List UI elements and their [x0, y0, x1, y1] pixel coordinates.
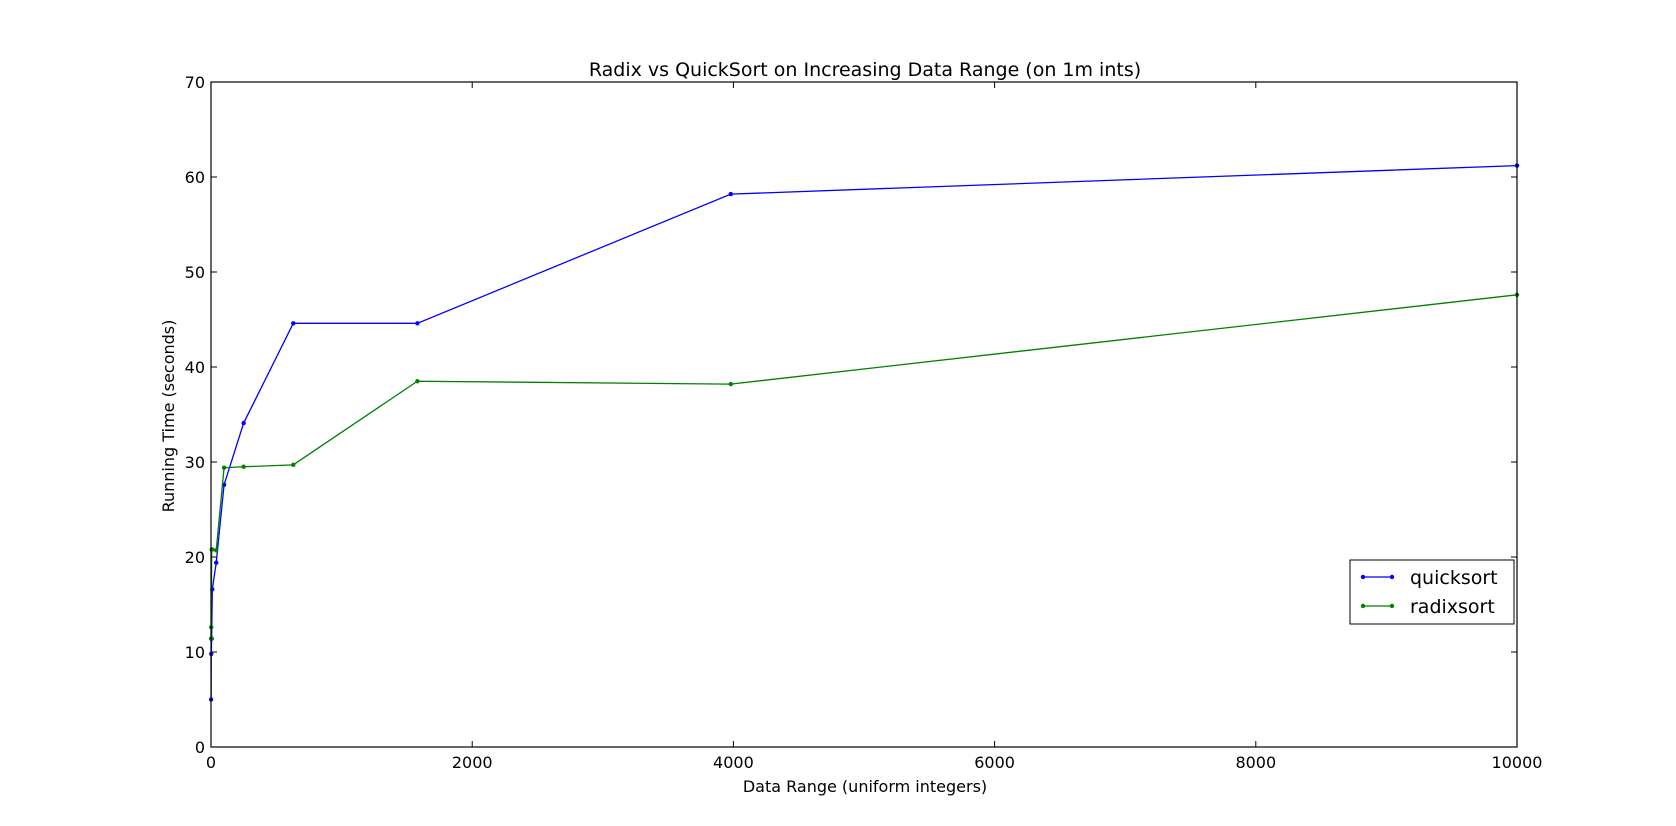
legend-box: [1349, 559, 1515, 625]
x-tick-label: 0: [206, 753, 216, 772]
data-point-radixsort: [214, 548, 219, 553]
x-axis-label: Data Range (uniform integers): [743, 777, 987, 796]
y-tick-label: 60: [185, 168, 205, 187]
y-tick-label: 0: [195, 738, 205, 757]
x-tick-label: 8000: [1235, 753, 1276, 772]
x-tick-label: 10000: [1492, 753, 1543, 772]
data-point-radixsort: [241, 464, 246, 469]
legend-label-radixsort: radixsort: [1410, 596, 1495, 618]
data-point-quicksort: [728, 191, 733, 197]
y-tick-label: 30: [185, 453, 205, 472]
y-axis-label: Running Time (seconds): [159, 320, 178, 513]
legend-marker-quicksort: [1360, 574, 1366, 580]
data-point-quicksort: [241, 420, 246, 426]
plot-area-frame: [210, 81, 1518, 748]
series-line-quicksort: [210, 164, 1518, 700]
series-line-radixsort: [210, 294, 1518, 639]
data-point-quicksort: [415, 321, 420, 326]
legend-marker-quicksort: [1389, 574, 1395, 580]
data-point-radixsort: [415, 379, 420, 384]
plot-series: [208, 163, 1520, 702]
legend-marker-radixsort: [1389, 603, 1395, 609]
axis-ticks: 0 2000 4000 6000 8000 10000 0 10 20 30 40 50 60 70: [185, 73, 1543, 772]
x-tick-label: 6000: [974, 753, 1015, 772]
y-tick-label: 10: [185, 643, 205, 662]
y-tick-label: 20: [185, 548, 205, 567]
series-radixsort: [208, 292, 1520, 641]
data-point-quicksort: [214, 560, 219, 565]
data-point-radixsort: [728, 381, 733, 387]
legend-label-quicksort: quicksort: [1410, 567, 1498, 589]
legend: quicksort radixsort: [1349, 559, 1515, 625]
y-tick-label: 50: [185, 263, 205, 282]
x-tick-label: 2000: [452, 753, 493, 772]
chart-title: Radix vs QuickSort on Increasing Data Ra…: [589, 59, 1141, 81]
series-quicksort: [208, 163, 1520, 702]
y-tick-label: 70: [185, 73, 205, 92]
y-tick-label: 40: [185, 358, 205, 377]
data-point-quicksort: [291, 321, 296, 326]
data-point-radixsort: [291, 462, 296, 468]
x-tick-label: 4000: [713, 753, 754, 772]
legend-marker-radixsort: [1360, 603, 1366, 609]
data-point-radixsort: [221, 465, 227, 470]
